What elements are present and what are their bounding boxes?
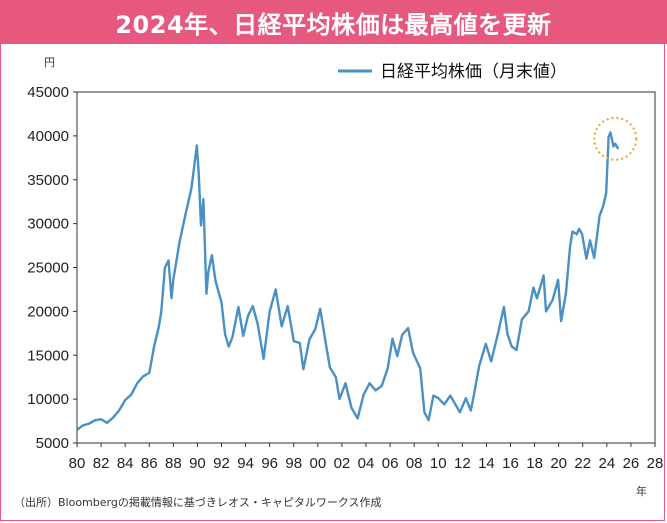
x-tick-label: 90 — [189, 455, 206, 472]
y-tick-label: 15000 — [27, 347, 69, 364]
y-tick-label: 45000 — [27, 84, 69, 101]
x-tick-label: 84 — [117, 455, 134, 472]
y-tick-label: 30000 — [27, 216, 69, 233]
x-tick-label: 08 — [406, 455, 423, 472]
x-tick-label: 96 — [261, 455, 278, 472]
record-high-highlight-circle — [593, 116, 638, 161]
y-tick-label: 10000 — [27, 391, 69, 408]
x-tick-label: 18 — [526, 455, 543, 472]
x-tick-label: 06 — [382, 455, 399, 472]
x-tick-label: 98 — [285, 455, 302, 472]
x-tick-label: 04 — [358, 455, 375, 472]
x-tick-label: 88 — [165, 455, 182, 472]
x-axis-unit-label: 年 — [636, 484, 647, 498]
x-tick-label: 86 — [141, 455, 158, 472]
source-note: （出所）Bloombergの掲載情報に基づきレオス・キャピタルワークス作成 — [14, 496, 382, 509]
x-tick-label: 80 — [69, 455, 86, 472]
x-tick-label: 14 — [478, 455, 495, 472]
x-tick-label: 10 — [430, 455, 447, 472]
x-tick-label: 20 — [550, 455, 567, 472]
y-axis-unit-label: 円 — [44, 56, 55, 69]
x-tick-label: 22 — [574, 455, 591, 472]
x-tick-label: 12 — [454, 455, 471, 472]
y-tick-label: 35000 — [27, 172, 69, 189]
title-banner: 2024年、日経平均株価は最高値を更新 — [0, 0, 667, 44]
x-tick-label: 24 — [598, 455, 615, 472]
x-tick-label: 82 — [93, 455, 110, 472]
x-tick-label: 26 — [623, 455, 640, 472]
series-line-nikkei — [76, 131, 620, 431]
x-tick-label: 92 — [213, 455, 230, 472]
y-tick-label: 25000 — [27, 260, 69, 277]
y-tick-label: 40000 — [27, 128, 69, 145]
chart-title: 2024年、日経平均株価は最高値を更新 — [115, 10, 552, 39]
x-tick-label: 94 — [237, 455, 254, 472]
legend-label: 日経平均株価（月末値） — [380, 62, 567, 82]
x-tick-label: 00 — [309, 455, 326, 472]
y-tick-label: 5000 — [36, 435, 69, 452]
x-tick-label: 02 — [334, 455, 351, 472]
x-tick-label: 16 — [502, 455, 519, 472]
y-tick-label: 20000 — [27, 303, 69, 320]
x-tick-label: 28 — [647, 455, 664, 472]
